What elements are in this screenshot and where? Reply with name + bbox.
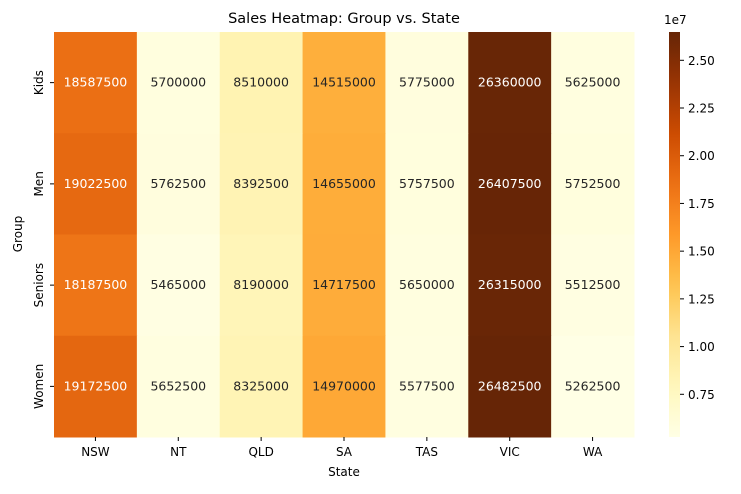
cell-value-label: 5652500 [150,378,206,393]
cell-value-label: 5762500 [150,176,206,191]
cell-value-label: 5757500 [399,176,455,191]
heatmap-cell-seniors-qld [219,234,304,337]
x-tick-label: SA [336,445,353,459]
x-tick-label: WA [583,445,603,459]
heatmap-cell-men-qld [219,133,304,235]
cell-value-label: 5465000 [150,277,206,292]
y-axis-label: Group [11,216,25,253]
cell-value-label: 5512500 [565,277,621,292]
cell-value-label: 26360000 [478,75,542,90]
heatmap-cell-women-nt [136,335,221,438]
heatmap-cell-men-nt [136,133,221,235]
heatmap-cell-seniors-sa [302,234,386,337]
heatmap-cell-women-wa [551,335,635,438]
cell-value-label: 18587500 [64,75,128,90]
heatmap-cell-women-nsw [54,335,138,438]
cell-value-label: 14655000 [312,176,376,191]
cell-value-label: 19172500 [64,378,128,393]
heatmap-cell-women-tas [385,335,469,438]
heatmap-cell-kids-vic [468,32,552,134]
heatmap-cell-seniors-nt [136,234,221,337]
y-axis: Kids Men Seniors Women [32,70,54,409]
heatmap-cell-seniors-nsw [54,234,138,337]
cell-value-label: 5752500 [565,176,621,191]
colorbar-tick-label: 1.00 [688,340,715,354]
y-tick-label: Women [32,364,46,409]
cell-value-label: 8190000 [233,277,289,292]
cell-value-label: 5625000 [565,75,621,90]
y-tick-label: Kids [32,70,46,95]
heatmap-cell-women-vic [468,335,552,438]
heatmap-cell-kids-wa [551,32,635,134]
cell-value-label: 5650000 [399,277,455,292]
x-tick-label: TAS [415,445,438,459]
colorbar-tick-label: 1.75 [688,197,715,211]
cell-value-label: 8325000 [233,378,289,393]
cell-value-label: 5700000 [150,75,206,90]
x-tick-label: NSW [81,445,110,459]
x-tick-label: NT [170,445,187,459]
cell-value-label: 14970000 [312,378,376,393]
colorbar-tick-label: 1.50 [688,245,715,259]
x-tick-label: QLD [248,445,273,459]
x-axis: NSW NT QLD SA TAS VIC WA [81,437,603,459]
heatmap-cell-seniors-wa [551,234,635,337]
heatmap-cell-men-tas [385,133,469,235]
cell-value-label: 14717500 [312,277,376,292]
heatmap-cell-seniors-vic [468,234,552,337]
y-tick-label: Seniors [32,263,46,307]
chart-title: Sales Heatmap: Group vs. State [228,11,460,27]
heatmap-cell-kids-nt [136,32,221,134]
cell-value-label: 18187500 [64,277,128,292]
cell-value-label: 26407500 [478,176,542,191]
cell-value-label: 19022500 [64,176,128,191]
colorbar: 0.75 1.00 1.25 1.50 1.75 2.00 2.25 2.50 [669,32,715,437]
heatmap-cell-men-sa [302,133,386,235]
heatmap-cell-kids-qld [219,32,304,134]
heatmap-cells [54,32,635,438]
cell-value-label: 5775000 [399,75,455,90]
heatmap-cell-kids-tas [385,32,469,134]
colorbar-tick-label: 2.50 [688,54,715,68]
heatmap-cell-women-sa [302,335,386,438]
cell-value-label: 14515000 [312,75,376,90]
cell-value-label: 26482500 [478,378,542,393]
colorbar-tick-label: 2.00 [688,149,715,163]
colorbar-multiplier-label: 1e7 [664,13,687,27]
heatmap-cell-men-nsw [54,133,138,235]
heatmap-cell-men-wa [551,133,635,235]
cell-value-label: 26315000 [478,277,542,292]
colorbar-tick-label: 0.75 [688,388,715,402]
cell-value-label: 8510000 [233,75,289,90]
colorbar-gradient [669,32,680,437]
colorbar-tick-label: 2.25 [688,102,715,116]
x-axis-label: State [328,465,360,479]
colorbar-tick-label: 1.25 [688,292,715,306]
cell-value-label: 8392500 [233,176,289,191]
heatmap-cell-kids-nsw [54,32,138,134]
cell-value-label: 5577500 [399,378,455,393]
heatmap-cell-kids-sa [302,32,386,134]
y-tick-label: Men [32,171,46,196]
heatmap-cell-women-qld [219,335,304,438]
x-tick-label: VIC [500,445,520,459]
heatmap-cell-seniors-tas [385,234,469,337]
heatmap-cell-men-vic [468,133,552,235]
cell-value-label: 5262500 [565,378,621,393]
heatmap-cell-labels: 18587500 5700000 8510000 14515000 5775000 263… [64,75,621,394]
